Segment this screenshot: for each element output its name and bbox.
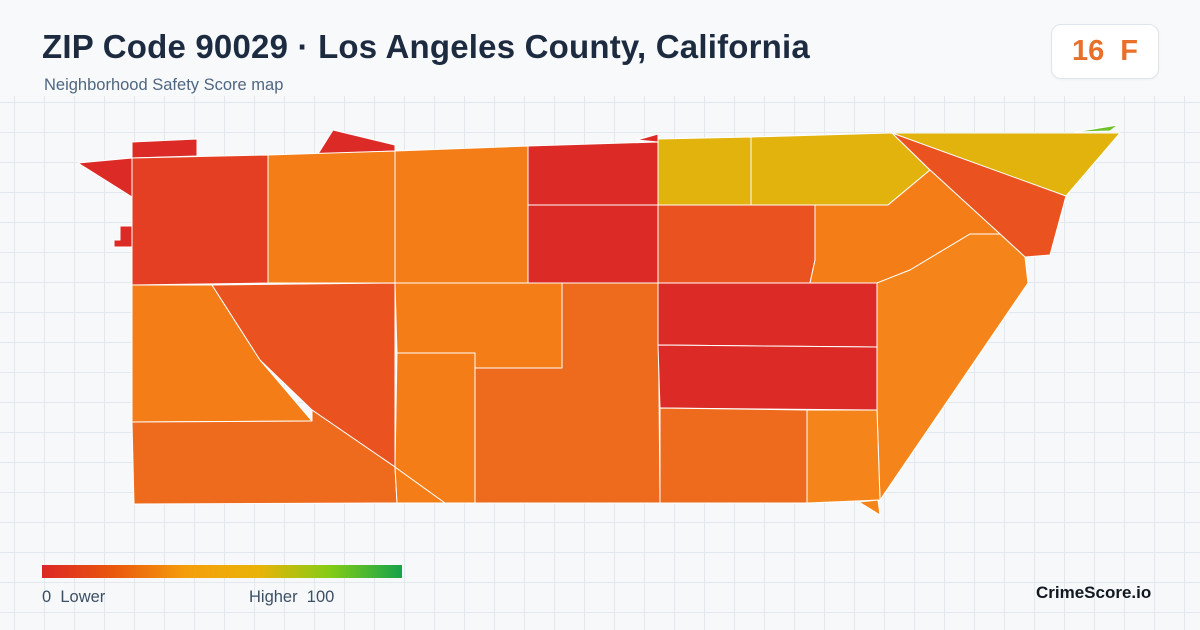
map-region[interactable] [77, 157, 133, 198]
legend-high-label: Higher 100 [249, 588, 335, 606]
score-value: 16 [1072, 35, 1105, 67]
score-grade: F [1120, 35, 1138, 67]
map-region[interactable] [113, 225, 133, 248]
brand-logo-text: CrimeScore.io [1036, 583, 1152, 602]
map-region[interactable] [657, 282, 878, 348]
header-band [0, 0, 1200, 96]
map-region[interactable] [657, 204, 816, 284]
map-region[interactable] [858, 499, 881, 516]
map-region[interactable] [527, 141, 659, 206]
map-region[interactable] [317, 129, 396, 155]
legend-low-label: 0 Lower [42, 588, 106, 606]
map-region[interactable] [131, 284, 313, 423]
page-title: ZIP Code 90029 · Los Angeles County, Cal… [42, 28, 810, 65]
map-region[interactable] [527, 204, 659, 284]
map-region[interactable] [267, 150, 396, 284]
map-region[interactable] [636, 133, 659, 143]
safety-score-badge: 16 F [1051, 24, 1159, 79]
page-subtitle: Neighborhood Safety Score map [44, 76, 284, 94]
map-region[interactable] [394, 352, 476, 504]
map-region[interactable] [806, 409, 881, 504]
map-region[interactable] [659, 407, 808, 504]
map-region[interactable] [657, 136, 752, 206]
map-region[interactable] [1074, 124, 1119, 133]
map-region[interactable] [131, 138, 198, 159]
map-region[interactable] [876, 233, 1029, 501]
map-region[interactable] [131, 154, 269, 286]
map-region[interactable] [394, 145, 529, 284]
legend-color-scale [42, 565, 402, 578]
map-region[interactable] [657, 344, 878, 411]
